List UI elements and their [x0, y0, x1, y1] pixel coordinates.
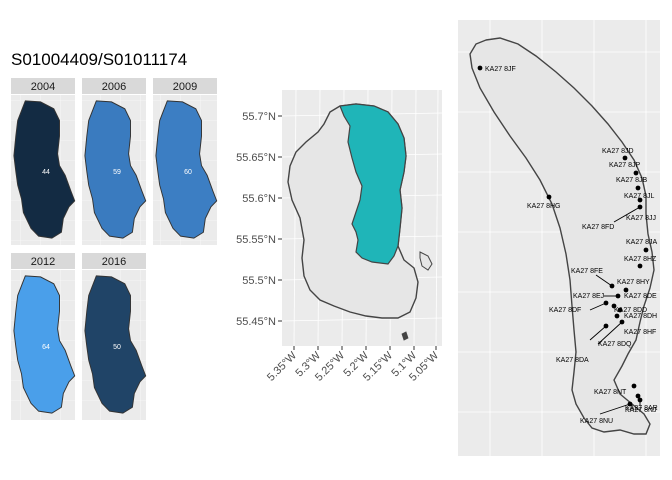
postcode-label: KA27 8DE: [624, 293, 657, 300]
y-tick-label: 55.6°N: [242, 193, 276, 205]
postcode-label: KA27 8HG: [527, 203, 560, 210]
facet-2006: 2006 59: [82, 78, 147, 245]
postcode-point: [637, 263, 643, 269]
postcode-label: KA27 8NT: [594, 389, 627, 396]
y-tick-label: 55.45°N: [236, 316, 276, 328]
postcode-label: KA27 8NJ: [625, 407, 657, 414]
facet-2004: 2004 44: [11, 78, 76, 245]
facet-year-label: 2004: [31, 81, 55, 93]
facet-value-label: 50: [113, 344, 121, 351]
postcode-label: KA27 8DD: [614, 307, 647, 314]
postcode-label: KA27 8JJ: [626, 215, 656, 222]
postcode-point: [614, 313, 620, 319]
postcode-point: [611, 303, 617, 309]
facet-year-label: 2009: [173, 81, 197, 93]
facet-2016: 2016 50: [82, 253, 147, 420]
locator-map: 55.7°N 55.65°N 55.6°N 55.55°N 55.5°N 55.…: [236, 89, 443, 384]
postcode-label: KA27 8DA: [556, 357, 589, 364]
y-tick-label: 55.7°N: [242, 111, 276, 123]
postcode-point: [635, 185, 641, 191]
postcode-point: [623, 287, 629, 293]
postcode-label: KA27 8JD: [602, 148, 634, 155]
postcode-label: KA27 8FD: [582, 224, 614, 231]
postcode-point: [622, 155, 628, 161]
postcode-label: KA27 8HF: [624, 329, 656, 336]
postcode-label: KA27 8FE: [571, 268, 603, 275]
postcode-label: KA27 8JB: [616, 177, 647, 184]
facet-year-label: 2016: [102, 256, 126, 268]
facet-2009: 2009 60: [153, 78, 218, 245]
postcode-label: KA27 8HZ: [624, 256, 657, 263]
facet-year-label: 2012: [31, 256, 55, 268]
postcode-point: [631, 383, 637, 389]
postcode-point: [617, 307, 623, 313]
y-tick-label: 55.55°N: [236, 234, 276, 246]
postcode-label: KA27 8NU: [580, 418, 613, 425]
postcode-point: [633, 170, 639, 176]
facet-value-label: 60: [184, 169, 192, 176]
postcode-label: KA27 8DQ: [598, 341, 632, 348]
y-tick-label: 55.65°N: [236, 152, 276, 164]
facet-2012: 2012 64: [11, 253, 76, 420]
postcode-label: KA27 8HY: [617, 279, 650, 286]
postcode-label: KA27 8DH: [624, 313, 657, 320]
x-tick-label: 5.35°W: [265, 349, 300, 384]
postcode-point: [643, 247, 649, 253]
postcode-point: [637, 197, 643, 203]
postcode-label: KA27 8JP: [609, 162, 640, 169]
postcode-point: [546, 194, 552, 200]
postcode-label: KA27 8JA: [626, 239, 657, 246]
y-tick-label: 55.5°N: [242, 275, 276, 287]
postcode-label: KA27 8DF: [549, 307, 581, 314]
postcode-point: [635, 393, 641, 399]
postcode-labels: KA27 8JF KA27 8HG KA27 8JD KA27 8JP KA27…: [485, 66, 658, 425]
highlighted-ward: [339, 103, 407, 265]
postcode-label: KA27 8JL: [624, 193, 654, 200]
postcode-label: KA27 8JF: [485, 66, 516, 73]
facet-value-label: 44: [42, 169, 50, 176]
postcode-point: [477, 65, 483, 71]
postcode-label: KA27 8EJ: [573, 293, 604, 300]
postcode-map: KA27 8JF KA27 8HG KA27 8JD KA27 8JP KA27…: [458, 20, 660, 456]
page-title: S01004409/S01011174: [11, 50, 188, 69]
facet-value-label: 64: [42, 344, 50, 351]
postcode-label: KA27 8AR: [625, 405, 658, 412]
facet-value-label: 59: [113, 169, 121, 176]
facet-year-label: 2006: [102, 81, 126, 93]
